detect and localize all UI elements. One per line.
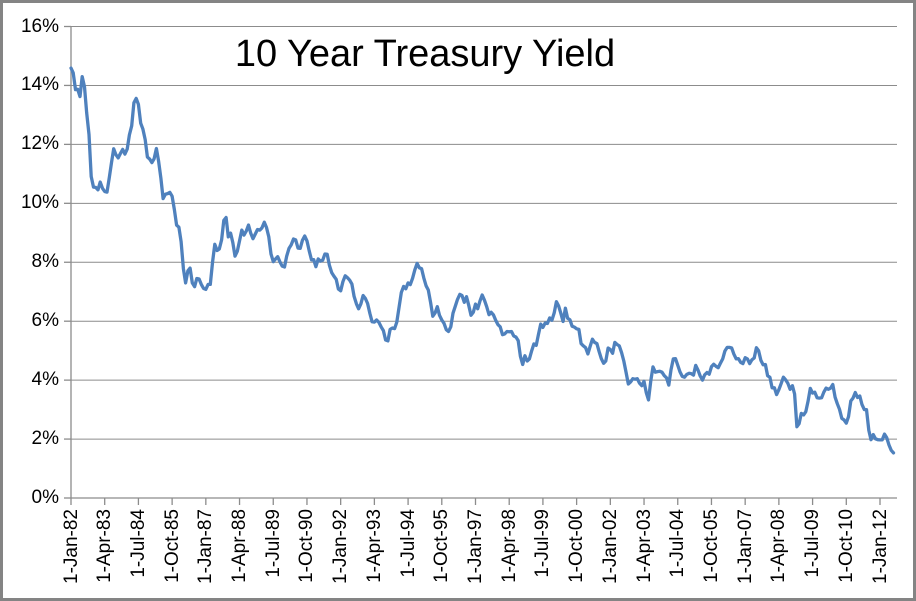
x-tick-label-text: 1-Jul-84 (127, 509, 149, 578)
x-tick-label-text: 1-Jul-94 (397, 509, 419, 578)
y-tick-label: 6% (31, 310, 59, 332)
x-tick-label-text: 1-Oct-85 (161, 509, 183, 583)
x-tick-label-text: 1-Jan-87 (195, 509, 217, 584)
x-tick-label-text: 1-Apr-08 (768, 509, 790, 583)
x-tick-label-text: 1-Oct-00 (566, 509, 588, 583)
x-tick-label-text: 1-Oct-05 (700, 509, 722, 583)
x-tick-label-text: 1-Jul-04 (667, 509, 689, 578)
x-tick-label-text: 1-Oct-10 (835, 509, 857, 583)
x-tick-label-text: 1-Apr-98 (498, 509, 520, 583)
x-tick-label-text: 1-Jul-89 (262, 509, 284, 578)
x-tick-label-text: 1-Jul-09 (802, 509, 824, 578)
y-tick-label: 4% (31, 369, 59, 391)
x-tick-label-text: 1-Apr-83 (94, 509, 116, 583)
x-tick-label-text: 1-Jan-02 (599, 509, 621, 584)
x-tick-label-text: 1-Apr-93 (363, 509, 385, 583)
y-tick-label: 12% (20, 133, 59, 155)
y-tick-label: 0% (31, 487, 59, 508)
yield-line (69, 66, 896, 455)
y-tick-label: 8% (31, 251, 59, 273)
x-tick-label-text: 1-Apr-88 (229, 509, 251, 583)
x-tick-label-text: 1-Jan-12 (869, 509, 891, 584)
x-tick-label-text: 1-Jan-82 (60, 509, 82, 584)
x-tick-label-text: 1-Jul-99 (532, 509, 554, 578)
x-tick-label-text: 1-Oct-90 (296, 509, 318, 583)
y-tick-label: 16% (20, 15, 59, 37)
x-tick-label-text: 1-Jan-97 (465, 509, 486, 584)
plot-area (64, 25, 897, 505)
x-tick-label-text: 1-Apr-03 (633, 509, 655, 583)
x-tick-label-text: 1-Jan-07 (734, 509, 756, 584)
y-tick-label: 2% (31, 428, 59, 450)
x-tick-label-text: 1-Jan-92 (330, 509, 352, 584)
x-tick-label-text: 1-Oct-95 (431, 509, 453, 583)
y-tick-label: 10% (20, 192, 59, 214)
y-tick-label: 14% (20, 74, 59, 96)
chart-title: 10 Year Treasury Yield (234, 33, 616, 75)
